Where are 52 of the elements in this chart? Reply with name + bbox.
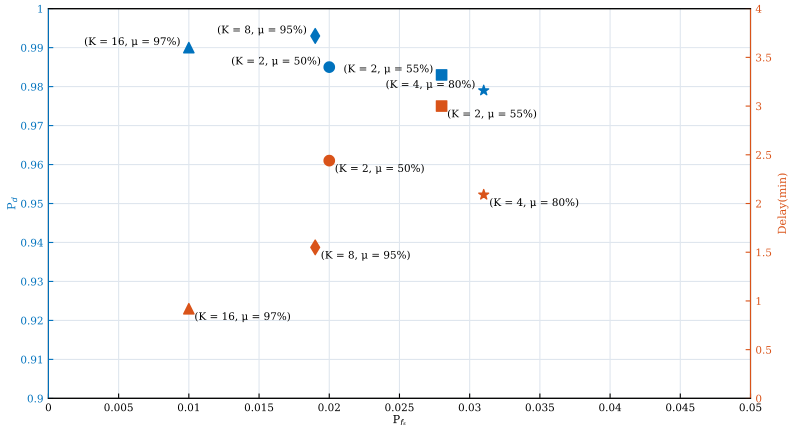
- point: [182, 42, 195, 54]
- point: [182, 302, 195, 315]
- y-tick-label: 0.91: [21, 356, 42, 364]
- y2-tick-label: 0: [756, 394, 762, 402]
- point: [323, 154, 336, 166]
- x-axis-title: P$_{fₛ}$: [393, 415, 406, 425]
- y-tick-label: 0.99: [21, 44, 43, 52]
- data-label: (K = 4, μ = 80%): [386, 80, 475, 90]
- y2-tick-label: 2.5: [756, 151, 772, 159]
- data-label: (K = 2, μ = 50%): [232, 56, 320, 67]
- y2-tick-label: 3.5: [756, 54, 772, 62]
- data-label: (K = 2, μ = 50%): [336, 164, 424, 174]
- y2-tick-label: 1: [756, 297, 761, 305]
- point: [478, 84, 490, 96]
- data-label: (K = 8, μ = 95%): [218, 25, 306, 36]
- y2-tick-label: 0.5: [756, 346, 772, 354]
- x-tick-label: 0.035: [526, 403, 554, 412]
- data-label: (K = 4, μ = 80%): [490, 198, 578, 208]
- y-tick-label: 1: [38, 4, 42, 13]
- y2-tick-label: 3: [756, 102, 762, 110]
- y-tick-label: 0.95: [21, 200, 43, 208]
- point: [323, 61, 336, 73]
- x-tick-label: 0.025: [385, 403, 414, 412]
- x-tick-label: 0.01: [178, 403, 199, 412]
- y-tick-label: 0.92: [21, 316, 43, 325]
- y-tick-label: 0.96: [21, 160, 43, 169]
- data-label: (K = 8, μ = 95%): [322, 250, 410, 261]
- y2-axis-title: Delay(min): [777, 173, 788, 234]
- data-label: (K = 16, μ = 97%): [195, 312, 290, 322]
- y-tick-label: 0.93: [21, 278, 43, 286]
- x-tick-label: 0.02: [318, 403, 340, 412]
- x-tick-label: 0: [46, 403, 52, 412]
- y-tick-label: 0.97: [21, 122, 43, 130]
- data-label: (K = 16, μ = 97%): [84, 37, 180, 48]
- y-tick-label: 0.98: [21, 82, 43, 91]
- y2-tick-label: 1.5: [756, 248, 772, 256]
- y-tick-label: 0.94: [21, 238, 44, 247]
- y-axis-title: P$_{d}$: [7, 197, 18, 210]
- y-tick-label: 0.9: [28, 394, 43, 402]
- data-label: (K = 2, μ = 55%): [344, 64, 432, 74]
- y2-tick-label: 2: [756, 200, 761, 208]
- x-tick-label: 0.04: [599, 403, 622, 412]
- data-label: (K = 2, μ = 55%): [448, 109, 536, 120]
- point: [478, 188, 490, 200]
- x-tick-label: 0.015: [244, 403, 274, 412]
- x-tick-label: 0.03: [458, 403, 480, 412]
- y2-tick-label: 4: [756, 4, 762, 13]
- x-tick-label: 0.05: [740, 403, 762, 412]
- x-tick-label: 0.005: [104, 403, 133, 412]
- point: [436, 69, 448, 81]
- point: [436, 100, 448, 112]
- x-tick-label: 0.045: [666, 403, 694, 412]
